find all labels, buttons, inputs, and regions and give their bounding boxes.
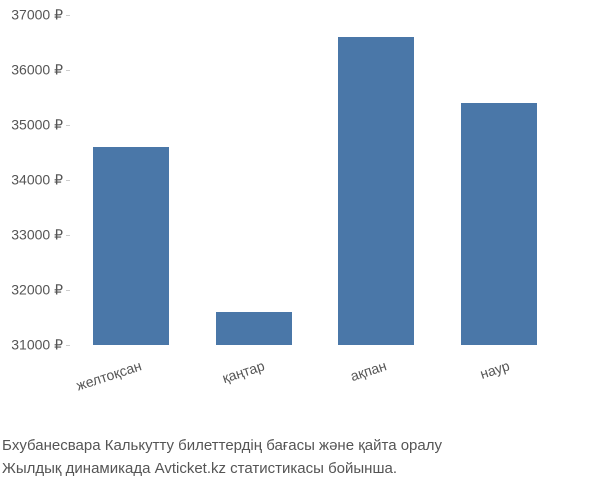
- bar: [338, 37, 414, 345]
- y-tick: [66, 125, 70, 126]
- y-tick: [66, 15, 70, 16]
- y-axis-label: 37000 ₽: [11, 7, 63, 24]
- caption-line-2: Жылдық динамикада Avticket.kz статистика…: [2, 458, 442, 481]
- x-axis-label: наур: [411, 357, 511, 403]
- chart-container: 31000 ₽32000 ₽33000 ₽34000 ₽35000 ₽36000…: [70, 15, 560, 385]
- y-axis-label: 35000 ₽: [11, 117, 63, 134]
- bar: [461, 103, 537, 345]
- x-axis-label: ақпан: [289, 357, 389, 403]
- y-axis-label: 36000 ₽: [11, 62, 63, 79]
- y-tick: [66, 235, 70, 236]
- y-axis-label: 34000 ₽: [11, 172, 63, 189]
- y-axis-label: 31000 ₽: [11, 337, 63, 354]
- y-axis-label: 32000 ₽: [11, 282, 63, 299]
- caption-line-1: Бхубанесвара Калькутту билеттердің бағас…: [2, 435, 442, 458]
- plot-area: 31000 ₽32000 ₽33000 ₽34000 ₽35000 ₽36000…: [70, 15, 560, 345]
- x-axis-label: желтоқсан: [44, 357, 144, 403]
- bar: [216, 312, 292, 345]
- y-tick: [66, 290, 70, 291]
- chart-caption: Бхубанесвара Калькутту билеттердің бағас…: [2, 435, 442, 480]
- bar: [93, 147, 169, 345]
- y-axis-label: 33000 ₽: [11, 227, 63, 244]
- y-tick: [66, 70, 70, 71]
- y-tick: [66, 180, 70, 181]
- x-axis-label: қаңтар: [166, 357, 266, 403]
- y-tick: [66, 345, 70, 346]
